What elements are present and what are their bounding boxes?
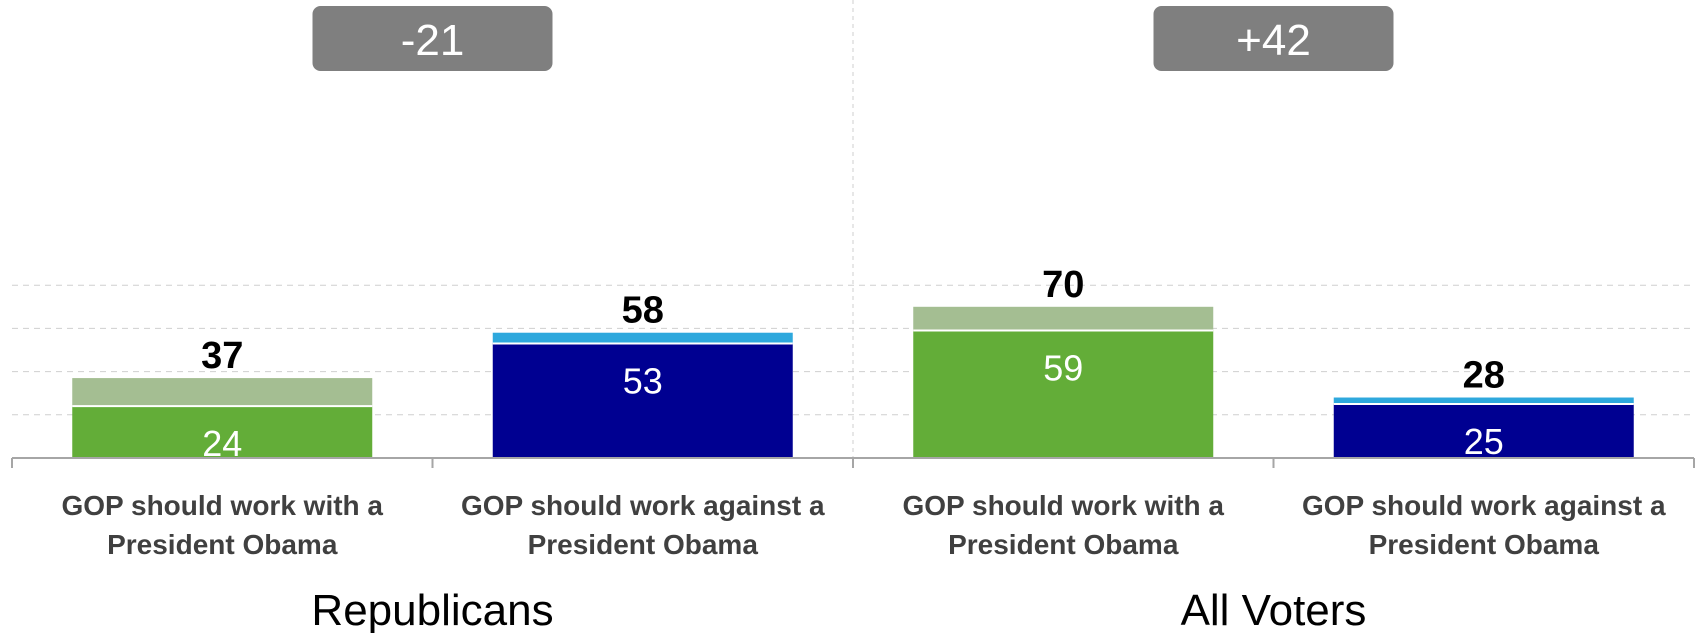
group-label-0: Republicans	[311, 586, 553, 633]
group0-bar1-rest-segment	[492, 332, 793, 344]
group1-bar0-strong-segment	[913, 330, 1214, 458]
group0-bar0-total-value-label: 37	[201, 335, 243, 377]
group0-bar0-rest-segment	[72, 378, 373, 407]
group0-bar1-strong-segment	[492, 343, 793, 458]
group1-bar1-strong-value-label: 25	[1464, 421, 1504, 462]
group1-bar1-rest-segment	[1333, 397, 1634, 404]
group1-bar1-strong-segment	[1333, 404, 1634, 458]
bars	[72, 306, 1634, 458]
group1-bar0-category-label: GOP should work with a President Obama	[902, 490, 1224, 560]
difference-value-1: +42	[1236, 16, 1311, 65]
difference-badge-1	[1153, 6, 1394, 71]
group1-bar1-category-label: GOP should work against a President Obama	[1302, 490, 1666, 560]
difference-badge-0	[312, 6, 553, 71]
group0-bar1-category-label: GOP should work against a President Obama	[461, 490, 825, 560]
x-axis: GOP should work with a President Obama GOP…	[11, 457, 1695, 633]
group1-bar0-strong-value-label: 59	[1043, 348, 1083, 389]
difference-value-0: -21	[401, 16, 465, 65]
group1-bar1-total-value-label: 28	[1463, 355, 1505, 397]
group0-bar0-category-label: GOP should work with a President Obama	[61, 490, 383, 560]
difference-badges: -21 +42	[312, 6, 1394, 71]
group1-bar0-total-value-label: 70	[1042, 264, 1084, 306]
group0-bar1-total-value-label: 58	[622, 290, 664, 332]
group0-bar1-strong-value-label: 53	[623, 361, 663, 402]
group1-bar0-rest-segment	[913, 306, 1214, 331]
group-label-1: All Voters	[1181, 586, 1367, 633]
group0-bar0-strong-segment	[72, 406, 373, 458]
